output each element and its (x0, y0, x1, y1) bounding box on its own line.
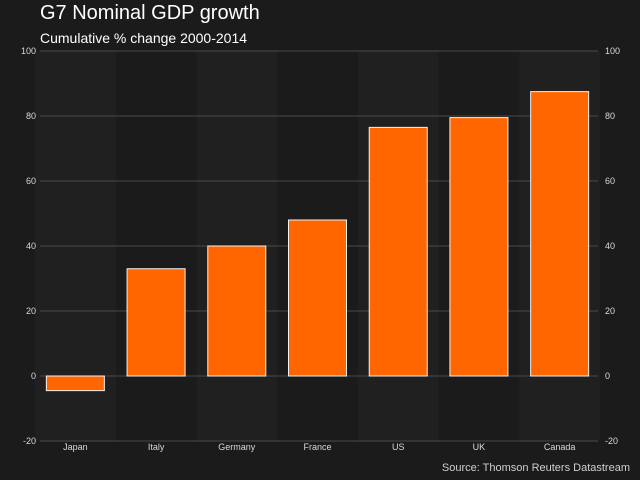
y-tick-label: -20 (23, 436, 36, 446)
bar-japan (45, 375, 105, 392)
bar-germany (207, 245, 267, 377)
x-tick-label: Japan (63, 442, 88, 452)
bar-italy (126, 268, 186, 377)
y-tick-label-right: -20 (605, 436, 618, 446)
y-tick-label-right: 40 (605, 241, 615, 251)
bar-canada (530, 91, 590, 377)
bars (45, 91, 590, 392)
chart-subtitle: Cumulative % change 2000-2014 (40, 30, 248, 46)
y-tick-label: 100 (21, 46, 36, 56)
y-tick-label-right: 0 (605, 371, 610, 381)
bar-france (288, 219, 347, 377)
chart-title: G7 Nominal GDP growth (40, 2, 260, 24)
y-tick-label-right: 60 (605, 176, 615, 186)
y-axis-right: -20 0 20 40 60 80 100 (605, 46, 620, 446)
bar-uk (449, 117, 509, 377)
x-tick-label: Italy (148, 442, 165, 452)
source-note: Source: Thomson Reuters Datastream (441, 462, 630, 474)
x-tick-label: Canada (544, 442, 576, 452)
x-axis: Japan Italy Germany France US UK Canada (63, 442, 575, 452)
y-tick-label: 40 (26, 241, 36, 251)
x-tick-label: US (392, 442, 405, 452)
y-tick-label-right: 80 (605, 111, 615, 121)
bar-us (368, 126, 428, 377)
y-axis-left: -20 0 20 40 60 80 100 (21, 46, 36, 446)
x-tick-label: France (303, 442, 331, 452)
x-tick-label: UK (473, 442, 486, 452)
y-tick-label: 20 (26, 306, 36, 316)
y-tick-label-right: 100 (605, 46, 620, 56)
x-tick-label: Germany (218, 442, 256, 452)
y-tick-label-right: 20 (605, 306, 615, 316)
y-tick-label: 80 (26, 111, 36, 121)
y-tick-label: 60 (26, 176, 36, 186)
y-tick-label: 0 (31, 371, 36, 381)
